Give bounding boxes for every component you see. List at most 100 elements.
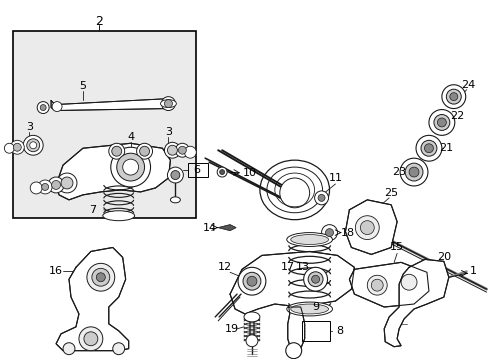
Text: 20: 20 [436, 252, 450, 262]
Circle shape [317, 194, 325, 201]
Polygon shape [349, 262, 428, 307]
Ellipse shape [160, 100, 176, 108]
Circle shape [415, 135, 441, 161]
Circle shape [399, 158, 427, 186]
Circle shape [41, 184, 48, 190]
Circle shape [87, 264, 115, 291]
Ellipse shape [290, 304, 328, 314]
Circle shape [285, 343, 301, 359]
Circle shape [428, 109, 454, 135]
Circle shape [217, 167, 226, 177]
Circle shape [408, 167, 418, 177]
Ellipse shape [286, 302, 332, 316]
Polygon shape [51, 99, 172, 111]
Bar [188, 163, 208, 177]
Circle shape [279, 178, 309, 208]
Circle shape [136, 143, 152, 159]
Text: 9: 9 [311, 302, 319, 312]
Circle shape [167, 145, 177, 155]
Circle shape [92, 268, 109, 286]
Circle shape [111, 147, 150, 187]
Circle shape [37, 102, 49, 113]
Circle shape [113, 343, 124, 355]
Circle shape [4, 143, 14, 153]
Circle shape [40, 105, 46, 111]
Text: 10: 10 [243, 168, 256, 178]
Polygon shape [218, 225, 236, 231]
Text: 1: 1 [469, 266, 476, 276]
Circle shape [23, 135, 43, 155]
Circle shape [122, 159, 138, 175]
Text: 14: 14 [203, 222, 217, 233]
Circle shape [366, 275, 386, 295]
Circle shape [52, 102, 62, 112]
Text: 19: 19 [224, 324, 239, 334]
Polygon shape [56, 247, 128, 351]
Text: 15: 15 [389, 243, 403, 252]
Text: 18: 18 [340, 228, 354, 238]
Circle shape [400, 274, 416, 290]
Circle shape [10, 140, 24, 154]
Circle shape [245, 335, 257, 347]
Circle shape [307, 272, 323, 287]
Circle shape [96, 273, 105, 282]
Circle shape [61, 177, 73, 189]
Circle shape [178, 146, 186, 154]
Circle shape [161, 96, 175, 111]
Circle shape [303, 267, 327, 291]
Circle shape [311, 275, 319, 283]
Bar [13, 31, 196, 218]
Text: 4: 4 [127, 132, 134, 142]
Text: 17: 17 [280, 262, 294, 272]
Text: 24: 24 [461, 80, 475, 90]
Circle shape [184, 146, 196, 158]
Text: 11: 11 [328, 173, 342, 183]
Circle shape [321, 225, 337, 240]
Text: 3: 3 [26, 122, 33, 132]
Circle shape [314, 191, 328, 205]
Circle shape [325, 229, 333, 237]
Text: 23: 23 [391, 167, 406, 177]
Text: 8: 8 [335, 326, 342, 336]
Circle shape [370, 279, 383, 291]
Circle shape [436, 118, 446, 127]
Ellipse shape [170, 197, 180, 203]
Ellipse shape [290, 235, 328, 244]
Polygon shape [384, 260, 448, 347]
Text: 5: 5 [79, 81, 86, 91]
Circle shape [164, 142, 180, 158]
Circle shape [27, 139, 40, 152]
Ellipse shape [286, 233, 332, 247]
Text: 13: 13 [295, 262, 309, 272]
Circle shape [112, 146, 122, 156]
Circle shape [84, 332, 98, 346]
Circle shape [449, 93, 457, 100]
Circle shape [360, 221, 373, 235]
Circle shape [79, 327, 102, 351]
Circle shape [243, 272, 261, 290]
Circle shape [238, 267, 265, 295]
Text: 3: 3 [164, 127, 172, 138]
Circle shape [63, 343, 75, 355]
Circle shape [441, 85, 465, 109]
Text: 12: 12 [218, 262, 232, 272]
Text: 25: 25 [383, 188, 397, 198]
Text: 2: 2 [95, 15, 102, 28]
Polygon shape [56, 143, 170, 200]
Circle shape [246, 276, 256, 286]
Circle shape [219, 170, 224, 175]
Circle shape [167, 167, 183, 183]
Circle shape [13, 143, 21, 151]
Text: 7: 7 [89, 205, 96, 215]
Bar [301, 321, 329, 341]
Text: 22: 22 [449, 111, 463, 121]
Circle shape [164, 100, 172, 108]
Circle shape [139, 146, 149, 156]
Text: 21: 21 [438, 143, 452, 153]
Circle shape [175, 143, 189, 157]
Circle shape [117, 153, 144, 181]
Circle shape [48, 177, 64, 193]
Circle shape [355, 216, 379, 239]
Circle shape [30, 182, 42, 194]
Ellipse shape [102, 211, 134, 221]
